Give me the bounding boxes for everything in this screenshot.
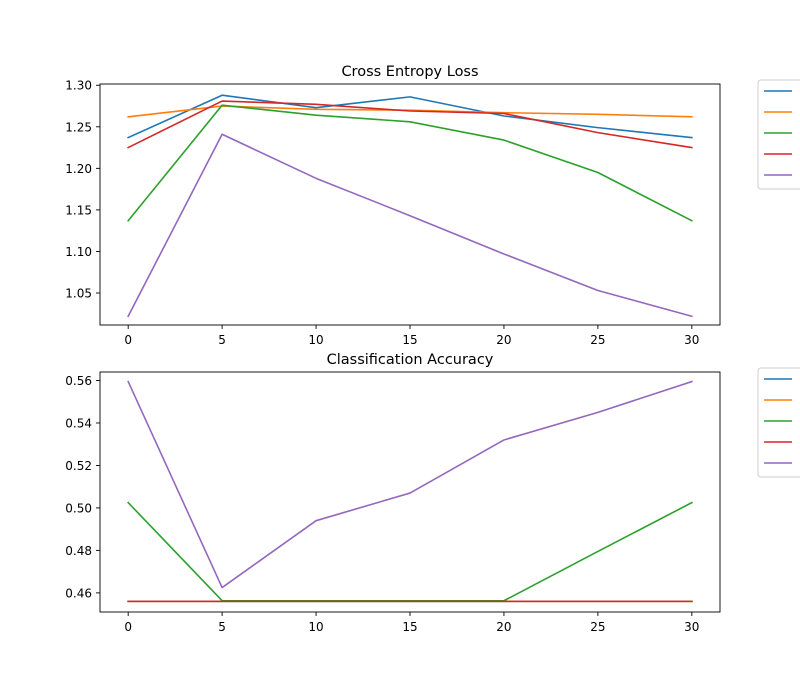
accuracy-chart: 0 5 10 15 20 25 30 0.46 0.48 0.50 0.52 0.54 0.56 bbox=[65, 367, 800, 634]
accuracy-y-tick-label-2: 0.50 bbox=[65, 501, 92, 515]
loss-legend-box bbox=[757, 79, 800, 190]
accuracy-y-tick-label-4: 0.54 bbox=[65, 416, 92, 430]
loss-x-tick-label-4: 20 bbox=[496, 333, 511, 347]
loss-chart: 0 5 10 15 20 25 30 1.05 1.10 1.15 1.20 1.25 1.30 bbox=[65, 79, 800, 347]
accuracy-legend-box bbox=[757, 367, 800, 478]
accuracy-series-line-4 bbox=[127, 380, 693, 589]
accuracy-y-tick-label-1: 0.48 bbox=[65, 544, 92, 558]
loss-series-line-0 bbox=[127, 94, 693, 139]
accuracy-x-tick-label-4: 20 bbox=[496, 620, 511, 634]
accuracy-y-tick-label-3: 0.52 bbox=[65, 459, 92, 473]
accuracy-x-tick-label-3: 15 bbox=[402, 620, 417, 634]
loss-x-tick-label-5: 25 bbox=[590, 333, 605, 347]
accuracy-y-tick-label-0: 0.46 bbox=[65, 586, 92, 600]
loss-y-tick-label-0: 1.05 bbox=[65, 287, 92, 301]
loss-y-tick-label-4: 1.25 bbox=[65, 120, 92, 134]
loss-x-tick-label-2: 10 bbox=[308, 333, 323, 347]
loss-y-tick-label-2: 1.15 bbox=[65, 203, 92, 217]
accuracy-x-tick-label-0: 0 bbox=[124, 620, 132, 634]
loss-series-line-3 bbox=[127, 100, 693, 149]
loss-chart-title: Cross Entropy Loss bbox=[341, 64, 478, 80]
accuracy-x-tick-label-5: 25 bbox=[590, 620, 605, 634]
loss-y-tick-label-3: 1.20 bbox=[65, 162, 92, 176]
accuracy-x-tick-label-2: 10 bbox=[308, 620, 323, 634]
loss-x-tick-label-1: 5 bbox=[218, 333, 226, 347]
loss-x-tick-label-6: 30 bbox=[684, 333, 699, 347]
loss-x-tick-label-3: 15 bbox=[402, 333, 417, 347]
accuracy-x-tick-label-1: 5 bbox=[218, 620, 226, 634]
accuracy-chart-title: Classification Accuracy bbox=[327, 352, 494, 368]
loss-y-tick-label-5: 1.30 bbox=[65, 79, 92, 93]
loss-series-line-2 bbox=[127, 104, 693, 222]
accuracy-x-tick-label-6: 30 bbox=[684, 620, 699, 634]
loss-y-tick-label-1: 1.10 bbox=[65, 245, 92, 259]
accuracy-y-tick-label-5: 0.56 bbox=[65, 374, 92, 388]
loss-x-tick-label-0: 0 bbox=[124, 333, 132, 347]
loss-series-line-4 bbox=[127, 133, 693, 318]
